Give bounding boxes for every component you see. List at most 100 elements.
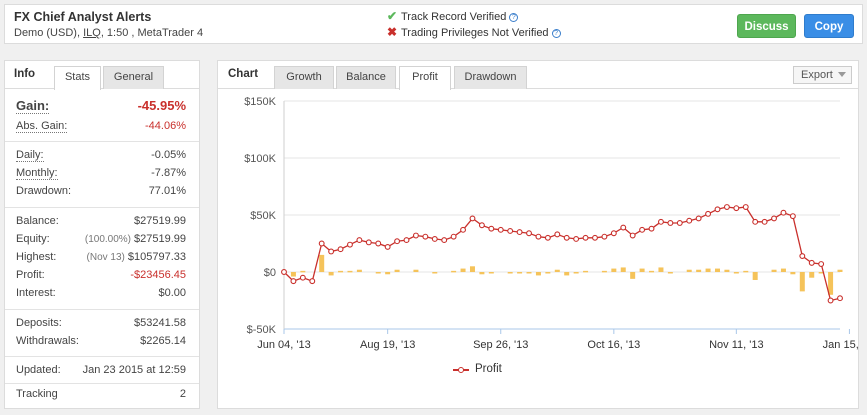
profit-bar bbox=[385, 272, 391, 275]
profit-point bbox=[375, 240, 382, 247]
tab-general[interactable]: General bbox=[103, 66, 164, 89]
profit-bar bbox=[413, 269, 419, 272]
tab-drawdown[interactable]: Drawdown bbox=[454, 66, 527, 89]
copy-button[interactable]: Copy bbox=[804, 14, 854, 38]
export-label: Export bbox=[801, 69, 833, 81]
tab-growth[interactable]: Growth bbox=[274, 66, 334, 89]
profit-point bbox=[573, 235, 580, 242]
profit-point bbox=[648, 225, 655, 232]
profit-bar bbox=[469, 266, 475, 272]
track-record-status: ✔ Track Record Verified? bbox=[387, 9, 519, 23]
profit-point bbox=[808, 259, 815, 266]
profit-point bbox=[554, 231, 561, 238]
y-tick-label: $50K bbox=[250, 210, 276, 222]
profit-point bbox=[780, 209, 787, 216]
withdrawals-value: $2265.14 bbox=[140, 335, 186, 347]
profit-bar bbox=[705, 268, 711, 272]
profit-bar bbox=[375, 272, 381, 274]
profit-bar bbox=[799, 272, 805, 292]
trading-privileges-label: Trading Privileges Not Verified bbox=[401, 27, 549, 39]
divider bbox=[5, 309, 199, 310]
profit-point bbox=[771, 215, 777, 222]
profit-point bbox=[450, 233, 457, 240]
profit-bar bbox=[488, 272, 494, 274]
profit-bar bbox=[338, 270, 344, 273]
drawdown-row: Drawdown: 77.01% bbox=[5, 183, 199, 201]
equity-value: $27519.99 bbox=[134, 233, 186, 245]
account-type: Demo (USD), bbox=[14, 27, 81, 39]
tracking-label: Tracking bbox=[16, 388, 58, 400]
legend-label[interactable]: Profit bbox=[475, 363, 502, 375]
daily-row: Daily: -0.05% bbox=[5, 147, 199, 165]
balance-row: Balance: $27519.99 bbox=[5, 213, 199, 231]
profit-point bbox=[695, 215, 702, 222]
profit-bar bbox=[526, 272, 532, 274]
account-subtitle: Demo (USD), ILQ, 1:50 , MetaTrader 4 bbox=[14, 27, 203, 39]
tab-profit[interactable]: Profit bbox=[399, 66, 451, 90]
profit-bar bbox=[696, 269, 702, 272]
tab-balance[interactable]: Balance bbox=[336, 66, 396, 89]
divider bbox=[5, 141, 199, 142]
profit-bar bbox=[743, 270, 749, 273]
profit-bar bbox=[394, 269, 400, 272]
profit-point bbox=[431, 235, 438, 242]
profit-point bbox=[365, 239, 372, 246]
profit-point bbox=[412, 232, 419, 239]
help-icon[interactable]: ? bbox=[551, 29, 561, 38]
profit-point bbox=[328, 248, 335, 255]
profit-point bbox=[544, 234, 551, 241]
chart-panel-title: Chart bbox=[228, 68, 259, 80]
y-tick-label: $150K bbox=[244, 96, 276, 108]
tracking-row: Tracking 2 bbox=[5, 386, 199, 404]
discuss-button[interactable]: Discuss bbox=[737, 14, 796, 38]
profit-bar bbox=[356, 269, 362, 272]
divider bbox=[5, 383, 199, 384]
highest-note: (Nov 13) bbox=[86, 252, 125, 263]
equity-value-wrap: (100.00%) $27519.99 bbox=[85, 233, 186, 245]
x-tick-label: Oct 16, '13 bbox=[587, 339, 640, 351]
profit-bar bbox=[300, 270, 306, 273]
highest-value: $105797.33 bbox=[127, 251, 186, 263]
broker-link[interactable]: ILQ bbox=[83, 27, 101, 39]
highest-value-wrap: (Nov 13) $105797.33 bbox=[87, 251, 186, 263]
balance-label: Balance: bbox=[16, 215, 59, 227]
profit-bar bbox=[479, 272, 485, 275]
trading-privileges-status: ✖ Trading Privileges Not Verified? bbox=[387, 25, 561, 39]
profit-bar bbox=[639, 268, 645, 272]
gain-row: Gain: -45.95% bbox=[5, 98, 199, 116]
profit-bar bbox=[837, 269, 843, 272]
export-dropdown[interactable]: Export bbox=[793, 66, 852, 84]
help-icon[interactable]: ? bbox=[509, 13, 519, 22]
check-icon: ✔ bbox=[387, 9, 398, 23]
profit-bar bbox=[724, 269, 730, 272]
profit-bar bbox=[818, 272, 824, 274]
gain-value: -45.95% bbox=[137, 98, 186, 113]
info-panel: Info Stats General Gain: -45.95% Abs. Ga… bbox=[4, 60, 200, 409]
highest-label: Highest: bbox=[16, 251, 57, 263]
profit-point bbox=[516, 229, 523, 236]
profit-point bbox=[837, 295, 843, 302]
profit-point bbox=[384, 243, 391, 250]
abs-gain-value: -44.06% bbox=[145, 120, 186, 132]
equity-row: Equity: (100.00%) $27519.99 bbox=[5, 231, 199, 249]
profit-bar bbox=[432, 272, 438, 274]
y-tick-label: $100K bbox=[244, 153, 276, 165]
profit-point bbox=[441, 237, 448, 244]
profit-point bbox=[676, 220, 683, 226]
x-tick-label: Nov 11, '13 bbox=[709, 339, 763, 351]
profit-point bbox=[290, 278, 297, 285]
x-tick-label: Jan 15, '14 bbox=[823, 339, 858, 351]
profit-bar bbox=[347, 270, 353, 273]
profit-bar bbox=[630, 272, 636, 279]
profit-bar bbox=[507, 272, 513, 274]
profit-point bbox=[422, 233, 429, 240]
withdrawals-label: Withdrawals: bbox=[16, 335, 79, 347]
deposits-row: Deposits: $53241.58 bbox=[5, 315, 199, 333]
tab-stats[interactable]: Stats bbox=[54, 66, 101, 90]
y-tick-label: $0 bbox=[264, 267, 276, 279]
profit-bar bbox=[319, 254, 325, 272]
divider bbox=[5, 207, 199, 208]
profit-label: Profit: bbox=[16, 269, 45, 281]
withdrawals-row: Withdrawals: $2265.14 bbox=[5, 333, 199, 351]
profit-bar bbox=[733, 272, 739, 274]
